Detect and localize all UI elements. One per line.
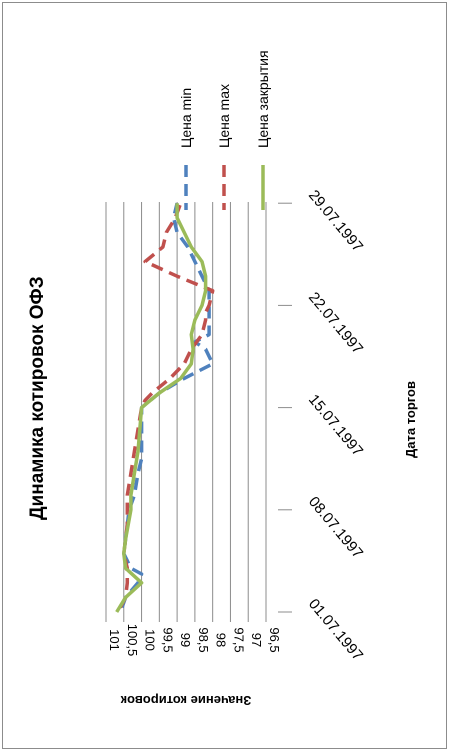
y-tick-label: 100,5	[125, 624, 140, 657]
y-tick-label: 98,5	[196, 627, 211, 652]
series-line-3	[115, 203, 208, 613]
x-tick-label: 15.07.1997	[305, 391, 366, 459]
legend-label-2: Цена max	[216, 84, 232, 148]
y-tick-label: 96,5	[267, 627, 282, 652]
y-tick-label: 99,5	[160, 627, 175, 652]
legend: Цена min Цена max Цена закрытия	[178, 50, 271, 210]
y-tick-label: 100	[143, 629, 158, 651]
y-tick-label: 98	[214, 633, 229, 647]
plot-area	[105, 202, 292, 622]
x-tick-label: 08.07.1997	[305, 493, 366, 561]
chart-title: Динамика котировок ОФЗ	[27, 276, 48, 520]
y-tick-label: 97,5	[231, 627, 246, 652]
y-tick-label: 99	[178, 633, 193, 647]
series-line-1	[120, 202, 215, 609]
series-line-2	[118, 202, 215, 609]
x-tick-label: 29.07.1997	[305, 187, 366, 255]
y-axis-ticks: 101 100,5 100 99,5 99 98,5 98 97,5 97 96,5	[107, 624, 282, 657]
y-tick-label: 101	[107, 629, 122, 651]
x-axis-title: Дата торгов	[403, 381, 418, 458]
chart-area	[2, 2, 447, 749]
x-axis-ticks: 01.07.1997 08.07.1997 15.07.1997 22.07.1997…	[305, 187, 366, 664]
x-tick-label: 01.07.1997	[305, 596, 366, 664]
y-tick-label: 97	[249, 633, 264, 647]
x-tick-label: 22.07.1997	[305, 289, 366, 357]
series-lines	[115, 202, 215, 613]
legend-label-3: Цена закрытия	[255, 50, 271, 148]
legend-label-1: Цена min	[178, 88, 194, 148]
y-axis-title: Значение котировок	[120, 693, 251, 708]
